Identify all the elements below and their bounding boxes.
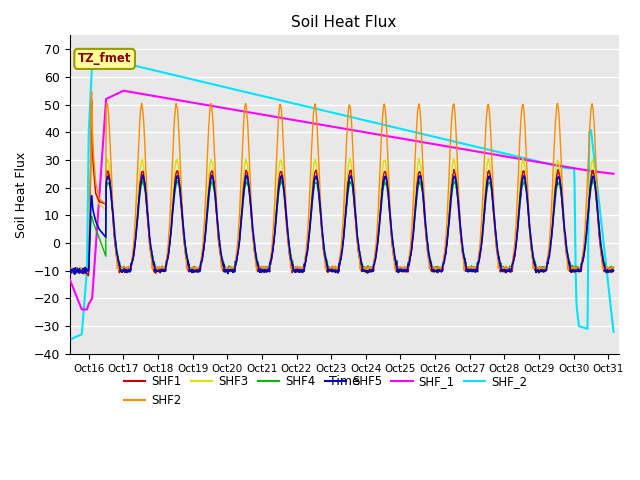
Legend: SHF1, SHF2, SHF3, SHF4, SHF5, SHF_1, SHF_2: SHF1, SHF2, SHF3, SHF4, SHF5, SHF_1, SHF… (120, 370, 532, 411)
X-axis label: Time: Time (329, 375, 360, 388)
Y-axis label: Soil Heat Flux: Soil Heat Flux (15, 151, 28, 238)
Text: TZ_fmet: TZ_fmet (78, 52, 131, 65)
Title: Soil Heat Flux: Soil Heat Flux (291, 15, 397, 30)
